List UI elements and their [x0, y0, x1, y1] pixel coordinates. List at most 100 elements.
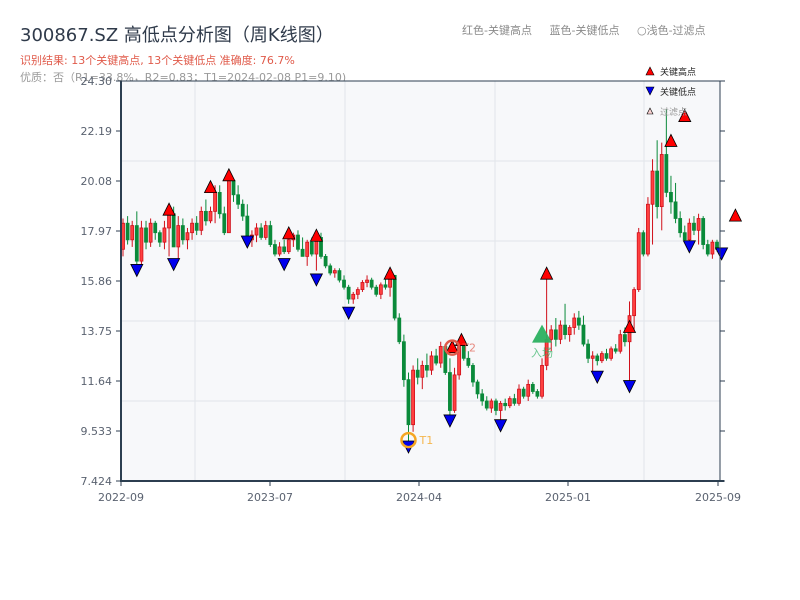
candle-body [618, 334, 623, 352]
candle-body [217, 192, 222, 215]
candle-body [705, 244, 710, 255]
t2-triangle-icon [445, 339, 459, 354]
candle-body [452, 374, 457, 411]
candle-body [682, 232, 687, 241]
candle-body [429, 355, 434, 371]
candle-body [521, 388, 526, 397]
candle-body [489, 400, 494, 409]
y-tick-label: 11.64 [81, 375, 113, 388]
key-low-triangle-icon [714, 247, 729, 261]
candle-body [157, 232, 162, 243]
y-tick-label: 24.30 [81, 75, 113, 88]
candle-body [448, 372, 452, 411]
y-tick-labels: 24.30 22.19 20.08 17.97 15.86 13.75 11.64 9.533… [81, 75, 725, 488]
candle-body [572, 317, 577, 328]
candle-body [595, 355, 600, 362]
candle-body [503, 402, 508, 407]
candle-body [664, 154, 669, 193]
candle-body [558, 324, 563, 340]
candle-body [692, 222, 696, 231]
x-tick-label: 2025-09 [695, 491, 741, 504]
candle-body [392, 274, 397, 319]
candle-body [636, 232, 641, 290]
candle-body [659, 154, 664, 208]
candle-body [420, 365, 425, 378]
key-high-triangle-icon [282, 225, 296, 240]
candle-body [549, 329, 554, 340]
key-high-triangle-icon [162, 202, 176, 216]
candle-body [185, 232, 190, 241]
candle-body [438, 346, 443, 364]
key-high-triangle-icon [728, 208, 743, 222]
candle-body [466, 357, 471, 366]
candle-body [526, 383, 531, 397]
candle-body [328, 265, 333, 274]
y-tick-label: 22.19 [81, 125, 113, 138]
candle-body [190, 222, 194, 234]
key-high-triangle-icon [678, 108, 692, 122]
candle-body [130, 225, 135, 241]
candle-body [623, 334, 627, 343]
candle-body [655, 170, 660, 208]
candle-body [355, 289, 360, 295]
candle-body [323, 255, 328, 267]
key-high-triangle-icon [309, 228, 324, 242]
chart-title: 300867.SZ 高低点分析图（周K线图） [20, 25, 334, 46]
candle-body [480, 393, 485, 402]
candle-body [397, 317, 402, 343]
candle-body [576, 317, 581, 326]
candle-body [512, 398, 517, 404]
candle-body [351, 293, 356, 300]
candle-body [144, 227, 148, 243]
t1-label: T1 [418, 434, 433, 447]
key-low-triangle-icon [493, 419, 508, 433]
candle-body [153, 222, 158, 234]
candle-body [484, 400, 489, 409]
candle-body [171, 213, 176, 248]
candle-body [148, 222, 153, 243]
candle-body [517, 388, 521, 404]
candle-body [553, 329, 558, 340]
candle-body [263, 225, 268, 238]
candle-body [273, 244, 277, 255]
candle-body [530, 383, 535, 392]
candle-body [203, 210, 208, 222]
legend-red-high: 红色-关键高点 [462, 24, 532, 37]
candle-body [199, 210, 204, 231]
candle-body [590, 355, 595, 359]
candle-body [194, 222, 199, 231]
key-high-triangle-icon [539, 266, 554, 280]
candle-body [507, 398, 512, 407]
candle-body [581, 324, 586, 345]
legend-light-filtered: ○浅色-过滤点 [636, 24, 706, 37]
key-high-triangle-icon [622, 319, 637, 333]
x-tick-label: 2023-07 [247, 491, 293, 504]
candle-body [337, 270, 342, 281]
candle-body [475, 381, 480, 395]
candle-body [599, 353, 604, 362]
entry-arrow-icon [532, 324, 553, 343]
candle-body [425, 365, 429, 371]
candles [121, 109, 719, 442]
candle-body [710, 241, 715, 255]
key-low-triangle-icon [682, 240, 697, 254]
candle-body [374, 286, 379, 295]
candle-body [236, 194, 241, 205]
color-legend: 红色-关键高点 蓝色-关键低点 ○浅色-过滤点 [462, 22, 720, 38]
candle-body [563, 324, 567, 336]
key-low-triangle-icon [130, 264, 144, 278]
candle-body [342, 279, 346, 288]
result-summary: 识别结果: 13个关键高点, 13个关键低点 准确度: 76.7% [20, 54, 295, 67]
candle-body [254, 227, 259, 236]
candle-body [319, 237, 323, 257]
x-tick-label: 2022-09 [98, 491, 144, 504]
key-low-triangle-icon [341, 306, 356, 320]
candle-body [176, 225, 181, 248]
candle-body [646, 203, 650, 255]
candle-body [213, 192, 217, 212]
candle-body [305, 241, 310, 257]
candle-body [701, 218, 706, 245]
legend-filtered-triangle-icon [646, 107, 654, 115]
candle-body [498, 402, 503, 411]
candle-body [360, 282, 365, 290]
